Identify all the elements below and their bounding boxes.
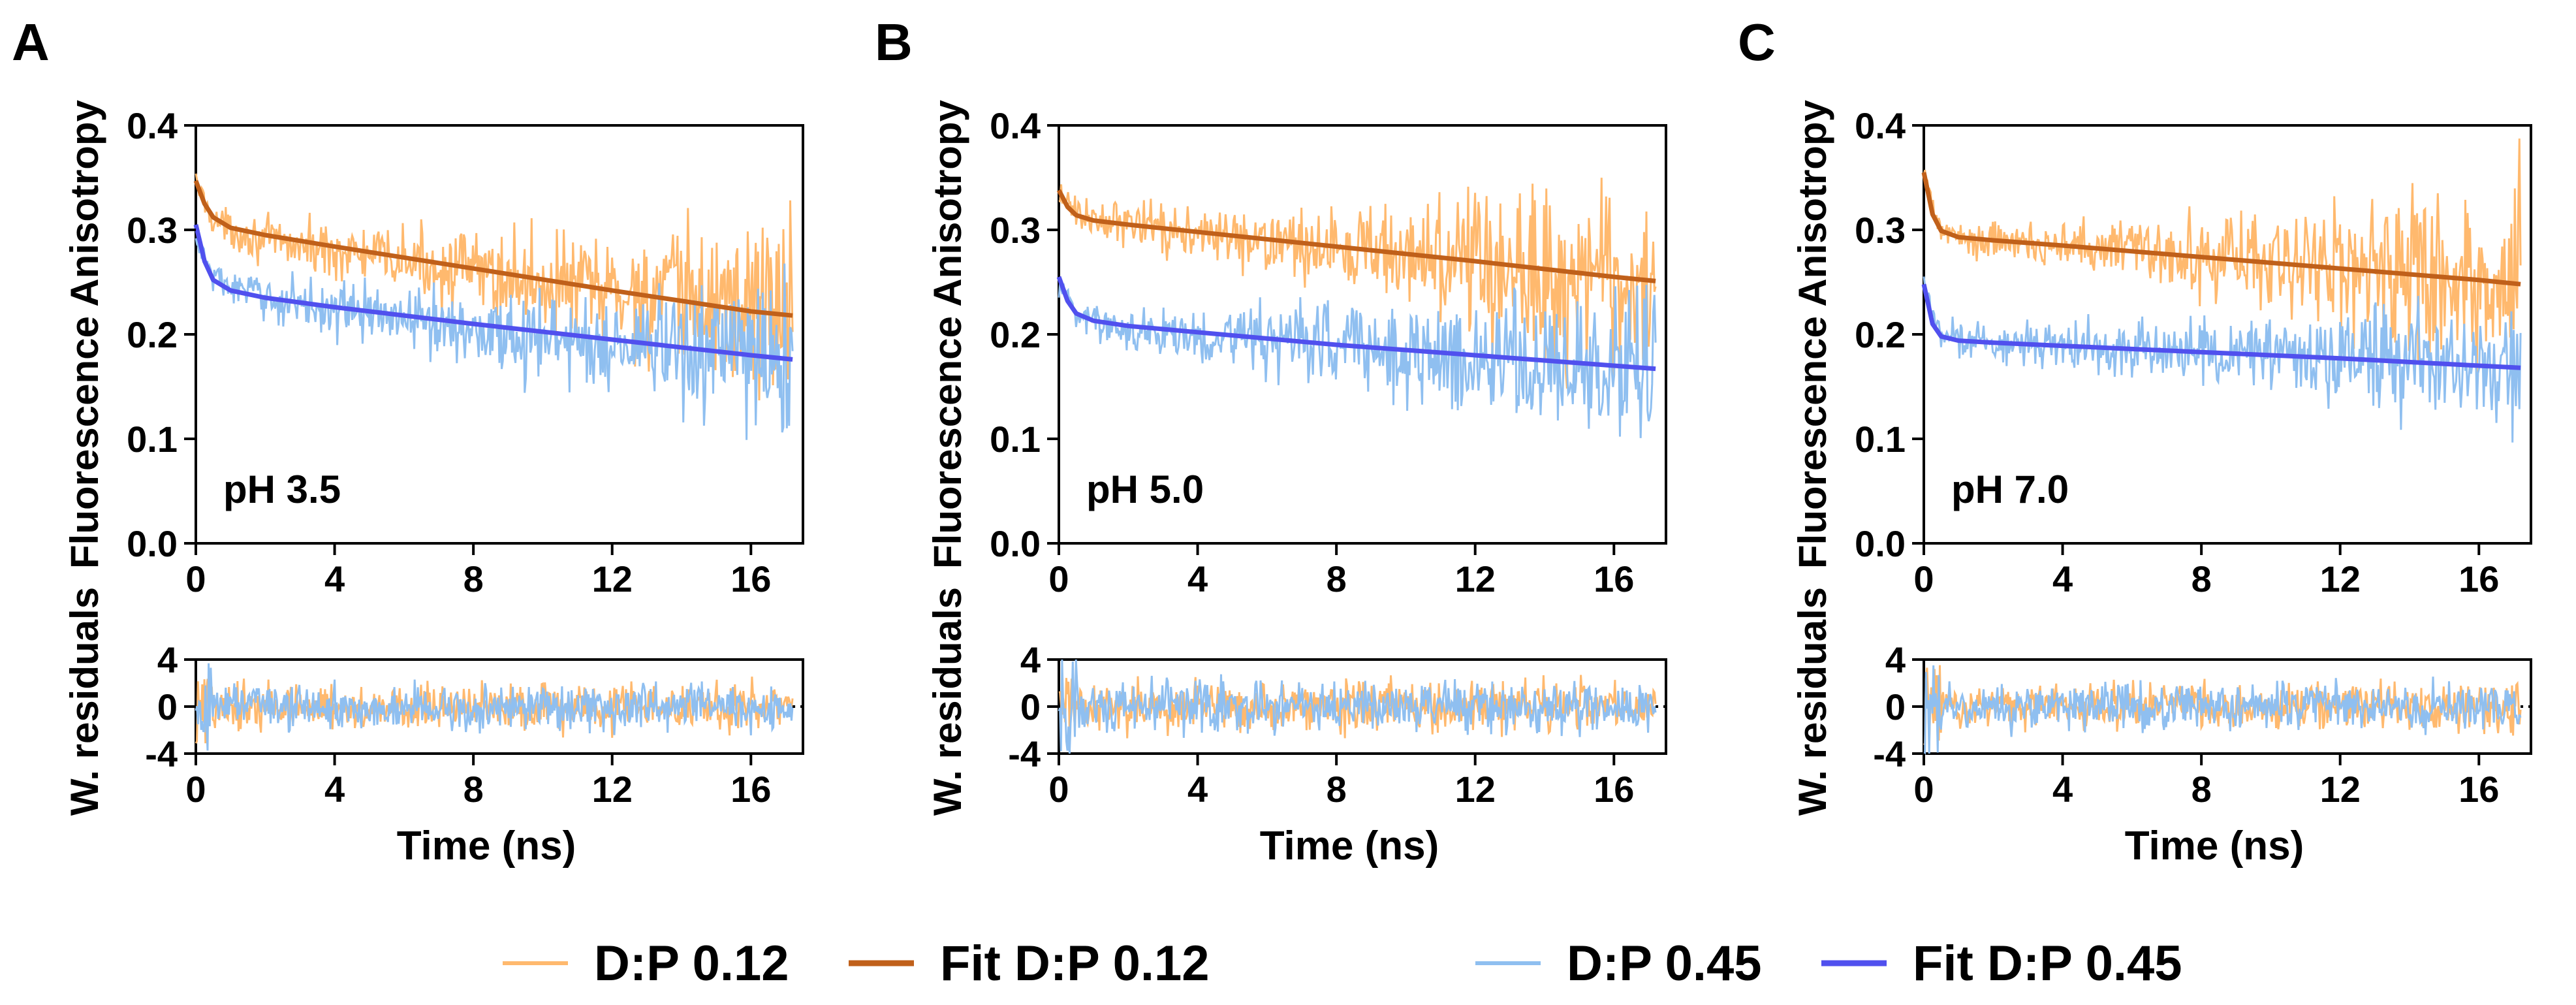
x-tick-label: 8 <box>463 769 484 810</box>
x-tick-label: 0 <box>185 558 206 599</box>
panel-letter-a: A <box>12 13 50 71</box>
x-axis-label: Time (ns) <box>397 823 576 869</box>
x-tick-label: 16 <box>730 769 771 810</box>
fit-line-fit-d-p-0-12 <box>1921 172 2521 287</box>
x-tick-label: 4 <box>1187 769 1208 810</box>
data-trace-d-p-0-45 <box>1923 276 2522 443</box>
residual-trace-d-p-0-45 <box>1058 659 1657 754</box>
legend-label: D:P 0.45 <box>1567 936 1762 991</box>
x-tick-label: 4 <box>324 558 345 599</box>
x-tick-label: 0 <box>1913 558 1934 599</box>
y-axis-label: W. residuals <box>1791 587 1834 816</box>
ph-annotation: pH 5.0 <box>1086 468 1204 511</box>
x-tick-label: 0 <box>1048 769 1069 810</box>
panel-letter-b: B <box>875 13 913 71</box>
fit-line-fit-d-p-0-45 <box>193 224 793 362</box>
legend: D:P 0.12 Fit D:P 0.12 D:P 0.45 Fit D:P 0.45 <box>503 936 2182 991</box>
y-tick-label: 0.1 <box>127 419 178 460</box>
y-tick-label: 0.3 <box>990 210 1041 251</box>
legend-label: Fit D:P 0.45 <box>1913 936 2182 991</box>
anisotropy-plot: 0.0 0.1 0.2 0.3 0.4 0 4 8 12 16 Fluorescence Aniso… <box>63 99 804 599</box>
x-tick-label: 16 <box>730 558 771 599</box>
y-tick-label: 0.4 <box>127 105 178 146</box>
x-tick-label: 4 <box>324 769 345 810</box>
x-tick-label: 12 <box>2320 558 2361 599</box>
y-tick-label: 0 <box>1885 686 1906 727</box>
x-tick-label: 0 <box>1048 558 1069 599</box>
residual-trace-d-p-0-12 <box>1923 665 2522 748</box>
y-axis-label: Fluorescence Anisotropy <box>63 99 106 569</box>
y-tick-label: 0.2 <box>127 314 178 355</box>
anisotropy-plot: 0.0 0.1 0.2 0.3 0.4 0 4 8 12 16 Fluorescence Aniso… <box>1791 99 2532 599</box>
fit-line-fit-d-p-0-45 <box>1056 276 1656 372</box>
ph-annotation: pH 3.5 <box>223 468 341 511</box>
y-tick-label: 0.4 <box>1855 105 1906 146</box>
x-tick-label: 12 <box>2320 769 2361 810</box>
y-tick-label: -4 <box>1008 733 1041 774</box>
x-tick-label: 16 <box>2458 769 2499 810</box>
y-tick-label: 0.3 <box>127 210 178 251</box>
y-tick-label: 0.2 <box>1855 314 1906 355</box>
x-tick-label: 8 <box>2191 769 2212 810</box>
x-tick-label: 16 <box>2458 558 2499 599</box>
x-tick-label: 8 <box>1327 769 1347 810</box>
x-tick-label: 0 <box>1913 769 1934 810</box>
x-tick-label: 8 <box>2191 558 2212 599</box>
x-tick-label: 12 <box>1455 558 1496 599</box>
x-tick-label: 0 <box>185 769 206 810</box>
y-tick-label: -4 <box>1873 733 1906 774</box>
anisotropy-plot: 0.0 0.1 0.2 0.3 0.4 0 4 8 12 16 Fluorescence Aniso… <box>926 99 1667 599</box>
legend-label: Fit D:P 0.12 <box>940 936 1210 991</box>
y-axis-label: W. residuals <box>63 587 106 816</box>
fit-line-fit-d-p-0-45 <box>1921 283 2521 370</box>
x-tick-label: 8 <box>463 558 484 599</box>
x-tick-label: 16 <box>1594 558 1634 599</box>
x-axis-label: Time (ns) <box>2125 823 2304 869</box>
x-tick-label: 4 <box>1187 558 1208 599</box>
y-axis-label: Fluorescence Anisotropy <box>1791 99 1834 569</box>
x-tick-label: 4 <box>2052 769 2073 810</box>
y-tick-label: 0 <box>1020 686 1041 727</box>
panel-letter-c: C <box>1738 13 1776 71</box>
y-tick-label: 0.4 <box>990 105 1041 146</box>
fit-line-fit-d-p-0-12 <box>1056 189 1656 283</box>
x-axis-label: Time (ns) <box>1260 823 1439 869</box>
y-tick-label: 4 <box>1885 639 1906 680</box>
y-tick-label: -4 <box>145 733 178 774</box>
y-tick-label: 0.2 <box>990 314 1041 355</box>
legend-label: D:P 0.12 <box>594 936 789 991</box>
ph-annotation: pH 7.0 <box>1951 468 2069 511</box>
data-trace-d-p-0-12 <box>1058 178 1657 389</box>
y-tick-label: 4 <box>157 639 178 680</box>
data-trace-d-p-0-45 <box>1058 282 1657 438</box>
data-trace-d-p-0-45 <box>195 238 794 440</box>
data-trace-d-p-0-12 <box>1923 138 2522 375</box>
x-tick-label: 16 <box>1594 769 1634 810</box>
x-tick-label: 12 <box>1455 769 1496 810</box>
y-tick-label: 0.1 <box>1855 419 1906 460</box>
residual-trace-d-p-0-45 <box>195 663 794 751</box>
fit-line-fit-d-p-0-12 <box>193 180 793 318</box>
y-tick-label: 0.0 <box>990 523 1041 564</box>
y-tick-label: 0.3 <box>1855 210 1906 251</box>
x-tick-label: 4 <box>2052 558 2073 599</box>
x-tick-label: 8 <box>1327 558 1347 599</box>
y-axis-label: W. residuals <box>926 587 969 816</box>
y-tick-label: 4 <box>1020 639 1041 680</box>
residual-trace-d-p-0-45 <box>1924 665 2522 755</box>
y-tick-label: 0 <box>157 686 178 727</box>
y-tick-label: 0.1 <box>990 419 1041 460</box>
y-tick-label: 0.0 <box>1855 523 1906 564</box>
x-tick-label: 12 <box>592 769 633 810</box>
y-tick-label: 0.0 <box>127 523 178 564</box>
x-tick-label: 12 <box>592 558 633 599</box>
y-axis-label: Fluorescence Anisotropy <box>926 99 969 569</box>
